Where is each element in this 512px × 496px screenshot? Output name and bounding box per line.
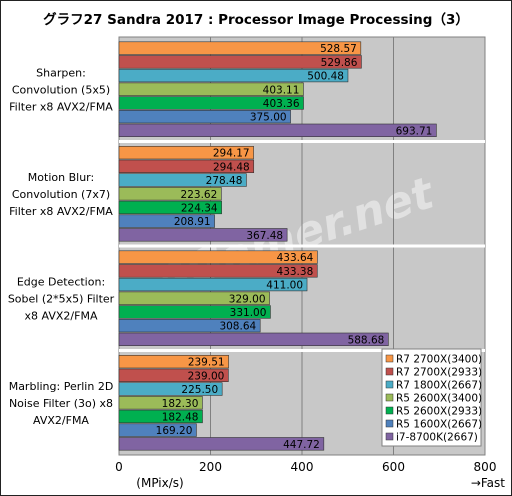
bar-value-label: 331.00 [230, 307, 267, 319]
bar [118, 409, 203, 424]
category-label: Convolution (7x7) [12, 188, 110, 201]
bar [118, 146, 254, 160]
bar-value-label: 308.64 [219, 321, 256, 333]
bar-value-label: 223.62 [181, 189, 218, 201]
legend-label: R7 1800X(2667) [396, 380, 482, 392]
bar [118, 68, 349, 83]
category-label: AVX2/FMA [33, 414, 89, 427]
category-label: Edge Detection: [17, 275, 105, 288]
bar-value-label: 239.00 [188, 370, 225, 382]
bar-value-label: 528.57 [320, 43, 357, 55]
category-labels: Sharpen: Convolution (5x5) Filter x8 AVX2/… [8, 66, 115, 427]
x-tick-label: 200 [199, 460, 222, 474]
bar-value-label: 403.36 [263, 98, 300, 110]
legend-label: R5 2600X(3400) [396, 393, 482, 405]
bar [118, 123, 437, 137]
bar [118, 159, 255, 173]
category-label: Motion Blur: [28, 171, 94, 184]
bar [118, 332, 389, 346]
bar [118, 250, 318, 264]
bar-value-label: 375.00 [250, 112, 287, 124]
category-label: Filter x8 AVX2/FMA [9, 100, 113, 113]
x-axis-label: (MPix/s) [136, 476, 183, 490]
bar [118, 437, 325, 451]
x-tick-label: 600 [382, 460, 405, 474]
legend-label: i7-8700K(2667) [396, 432, 478, 444]
legend: R7 2700X(3400)R7 2700X(2933)R7 1800X(266… [381, 348, 482, 447]
bar-value-label: 225.50 [181, 384, 218, 396]
bar [118, 382, 223, 396]
legend-box [381, 348, 482, 447]
chart-title: グラフ27 Sandra 2017 : Processor Image Proc… [43, 12, 469, 28]
bar [118, 264, 318, 278]
bar-value-label: 529.86 [321, 57, 358, 69]
bar-value-label: 294.48 [213, 161, 250, 173]
x-axis-fast-label: →Fast [471, 476, 505, 490]
legend-label: R7 2700X(3400) [396, 354, 482, 366]
bar [118, 277, 308, 292]
bar-value-label: 447.72 [283, 439, 320, 451]
bar-value-label: 294.17 [213, 148, 250, 160]
legend-label: R5 2600X(2933) [396, 406, 482, 418]
category-label: x8 AVX2/FMA [25, 309, 98, 322]
bar-value-label: 224.34 [181, 202, 218, 214]
x-tick-label: 400 [291, 460, 314, 474]
bar-value-label: 367.48 [246, 230, 283, 242]
bar [118, 423, 197, 437]
bar-value-label: 500.48 [307, 71, 344, 83]
bar [118, 354, 229, 369]
bar-value-label: 239.51 [188, 357, 225, 369]
bar [118, 200, 222, 215]
legend-label: R7 2700X(2933) [396, 367, 482, 379]
bar-value-label: 403.11 [263, 84, 300, 96]
category-label: Noise Filter (3o) x8 [9, 397, 113, 410]
legend-swatch [385, 393, 394, 402]
bar-value-label: 433.38 [277, 266, 314, 278]
bar [118, 96, 304, 110]
legend-swatch [385, 419, 394, 428]
bar-value-label: 693.71 [396, 125, 433, 137]
bar-value-label: 182.30 [162, 398, 199, 410]
bar [118, 396, 203, 410]
bar-value-label: 169.20 [156, 425, 193, 437]
bar [118, 305, 271, 319]
x-tick-label: 800 [474, 460, 497, 474]
legend-label: R5 1600X(2667) [396, 419, 482, 431]
bar [118, 214, 215, 228]
category-label: Convolution (5x5) [12, 83, 110, 96]
bar [118, 368, 229, 382]
bar [118, 228, 288, 242]
bar-value-labels: 528.57 529.86 500.48 403.11 403.36 375.00 693.… [156, 43, 433, 451]
bar [118, 82, 304, 96]
bar [118, 187, 222, 201]
bar-value-label: 588.68 [348, 334, 385, 346]
category-label: Filter x8 AVX2/FMA [9, 205, 113, 218]
x-tick-label: 0 [115, 460, 123, 474]
bar-value-label: 208.91 [174, 216, 211, 228]
bar [118, 291, 270, 305]
category-label: Sharpen: [36, 66, 86, 79]
legend-swatch [385, 380, 394, 389]
bar-value-label: 329.00 [229, 293, 266, 305]
legend-swatch [385, 432, 394, 441]
category-label: Marbling: Perlin 2D [9, 380, 114, 393]
bar-value-label: 433.64 [277, 252, 314, 264]
x-tick-labels: 0 200 400 600 800 [115, 460, 496, 474]
category-label: Sobel (2*5x5) Filter [8, 292, 115, 305]
bar [118, 41, 362, 55]
bars [118, 41, 437, 451]
bar [118, 173, 247, 187]
bar [118, 110, 291, 124]
bar-value-label: 278.48 [206, 175, 243, 187]
bar-value-label: 182.48 [162, 411, 199, 423]
bar [118, 55, 362, 69]
legend-swatch [385, 406, 394, 415]
bar-value-label: 411.00 [266, 280, 303, 292]
bar [118, 318, 261, 333]
legend-swatch [385, 367, 394, 376]
legend-swatch [385, 354, 394, 363]
